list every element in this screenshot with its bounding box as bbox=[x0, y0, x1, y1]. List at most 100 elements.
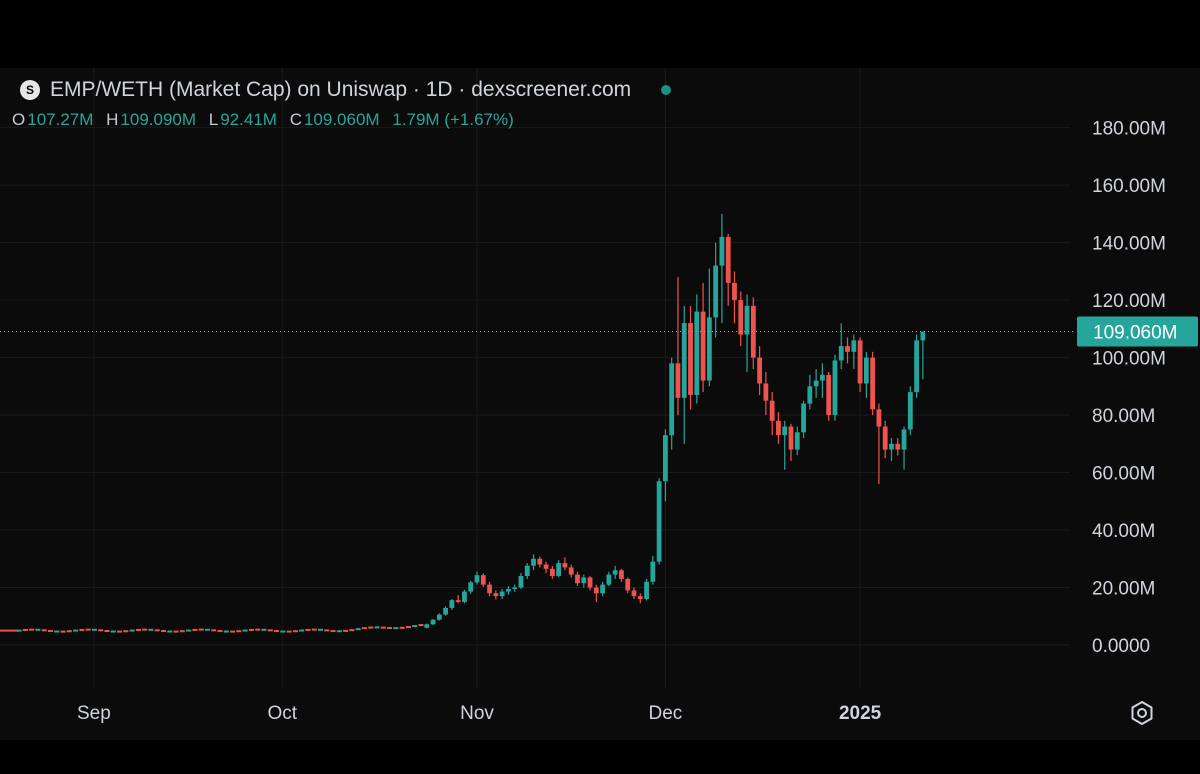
candle-body bbox=[637, 596, 643, 600]
candle bbox=[725, 234, 731, 306]
candle-body bbox=[424, 624, 430, 628]
x-tick-label: Dec bbox=[649, 703, 683, 724]
flat-candle bbox=[374, 626, 380, 629]
flat-candle bbox=[73, 629, 79, 632]
flat-candle bbox=[274, 630, 280, 633]
candle-body bbox=[914, 340, 919, 393]
candle-body bbox=[838, 346, 844, 361]
flat-candle bbox=[91, 628, 97, 631]
candle bbox=[901, 426, 907, 470]
y-axis: 0.0000 20.00M 40.00M 60.00M 80.00M 100.00M 120… bbox=[1092, 119, 1166, 657]
flat-candle bbox=[85, 628, 91, 631]
x-axis: Sep Oct Nov Dec 2025 bbox=[77, 703, 882, 724]
high-value: 109.090M bbox=[120, 110, 197, 129]
candle bbox=[688, 305, 693, 410]
flat-candle bbox=[117, 630, 123, 633]
candle bbox=[694, 294, 700, 404]
flat-candle bbox=[47, 629, 53, 632]
candle-body bbox=[876, 409, 882, 427]
flat-candle bbox=[154, 629, 160, 632]
candle bbox=[876, 403, 882, 485]
flat-candle bbox=[393, 627, 399, 630]
candle-body bbox=[524, 565, 530, 577]
flat-candle bbox=[54, 630, 60, 633]
candle-body bbox=[606, 574, 612, 585]
candle-body bbox=[581, 577, 587, 584]
candle-body bbox=[493, 593, 499, 597]
candle bbox=[914, 334, 919, 398]
candle-body bbox=[480, 575, 486, 585]
candle bbox=[549, 565, 555, 579]
candle bbox=[474, 571, 480, 585]
candle-body bbox=[826, 374, 832, 416]
flat-candle bbox=[16, 629, 22, 632]
flat-candle bbox=[236, 630, 242, 633]
candle bbox=[907, 386, 913, 436]
flat-candle bbox=[129, 629, 135, 632]
low-key: L bbox=[208, 110, 219, 129]
change-value: 1.79M (+1.67%) bbox=[392, 110, 514, 129]
candle-body bbox=[870, 357, 876, 410]
x-tick-label: Oct bbox=[268, 703, 298, 724]
flat-candle bbox=[211, 629, 217, 632]
candle-body bbox=[732, 282, 737, 301]
gear-icon bbox=[1131, 701, 1153, 725]
flat-candle bbox=[142, 628, 148, 631]
candle-body bbox=[468, 582, 474, 592]
candle bbox=[606, 571, 612, 587]
candle-body bbox=[725, 236, 731, 283]
candle-body bbox=[663, 435, 668, 482]
candle-body bbox=[549, 568, 555, 577]
candle bbox=[625, 577, 631, 594]
y-tick-label: 120.00M bbox=[1092, 291, 1166, 312]
chart-background bbox=[0, 68, 1200, 740]
candle-body bbox=[807, 386, 813, 404]
flat-candle bbox=[41, 629, 47, 632]
flat-candle bbox=[261, 628, 267, 631]
y-tick-label: 100.00M bbox=[1092, 349, 1166, 370]
candle bbox=[669, 357, 675, 450]
flat-candle bbox=[299, 629, 305, 632]
candle bbox=[468, 580, 474, 594]
candle bbox=[512, 584, 518, 592]
candle-body bbox=[669, 363, 675, 436]
chart-title: EMP/WETH (Market Cap) on Uniswap · 1D · … bbox=[50, 78, 632, 101]
candle bbox=[593, 584, 599, 602]
candle bbox=[738, 291, 744, 347]
flat-candle bbox=[104, 629, 110, 632]
candle-body bbox=[782, 426, 788, 436]
candle bbox=[706, 268, 712, 387]
candle bbox=[506, 586, 511, 595]
candle bbox=[750, 297, 756, 370]
candle-body bbox=[788, 426, 794, 450]
candle bbox=[813, 369, 819, 398]
chart-settings-button[interactable] bbox=[1128, 699, 1156, 727]
flat-candle bbox=[161, 630, 166, 633]
candle-body bbox=[575, 574, 580, 584]
candle bbox=[857, 337, 863, 393]
candle-body bbox=[907, 392, 913, 430]
candle-body bbox=[587, 577, 593, 588]
candle-body bbox=[713, 265, 719, 318]
candle bbox=[719, 213, 725, 324]
candle-body bbox=[462, 591, 467, 602]
y-tick-label: 60.00M bbox=[1092, 464, 1155, 485]
flat-candle bbox=[66, 630, 72, 633]
candle bbox=[882, 420, 888, 459]
candle bbox=[807, 374, 813, 410]
flat-candle bbox=[286, 630, 292, 633]
flat-candle bbox=[355, 628, 361, 631]
candle bbox=[619, 568, 624, 582]
flat-series-layer bbox=[0, 624, 424, 633]
candle bbox=[895, 438, 901, 456]
candle bbox=[838, 323, 844, 370]
candle-body bbox=[832, 360, 838, 416]
candle bbox=[443, 606, 448, 616]
flat-candle bbox=[387, 626, 393, 629]
candle bbox=[587, 576, 593, 591]
flat-candle bbox=[148, 628, 154, 631]
flat-candle bbox=[292, 630, 298, 633]
candle bbox=[681, 305, 687, 444]
candle bbox=[863, 351, 869, 398]
